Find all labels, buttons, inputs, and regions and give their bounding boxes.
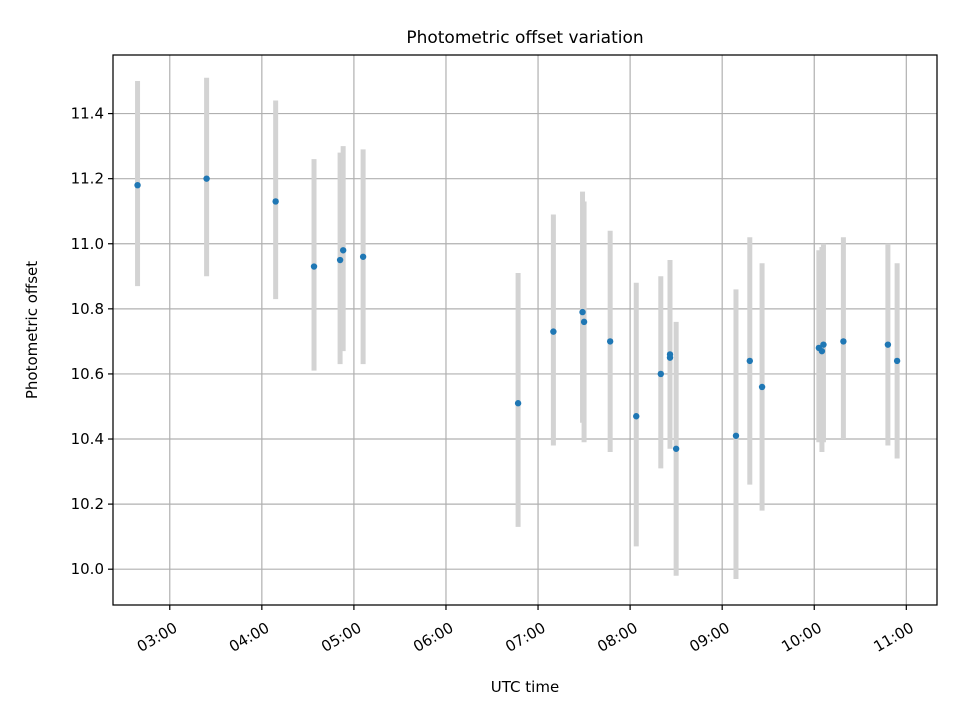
data-point xyxy=(359,253,367,260)
y-tick-label: 11.4 xyxy=(71,105,104,123)
data-point xyxy=(272,198,279,205)
data-point xyxy=(893,357,901,365)
data-point xyxy=(134,181,141,189)
data-point xyxy=(514,400,522,407)
data-point xyxy=(310,263,318,270)
data-point xyxy=(203,175,210,182)
data-point xyxy=(672,445,680,452)
grid-layer xyxy=(113,55,937,605)
data-point xyxy=(633,413,640,420)
data-point xyxy=(758,383,766,391)
data-point xyxy=(550,328,557,335)
y-tick-label: 10.4 xyxy=(71,430,104,448)
y-tick-label: 11.0 xyxy=(71,235,104,253)
data-point xyxy=(884,341,892,348)
chart-title: Photometric offset variation xyxy=(406,28,643,48)
y-tick-label: 10.8 xyxy=(71,300,104,318)
data-point xyxy=(606,338,614,345)
y-tick-label: 10.2 xyxy=(71,495,104,513)
data-point xyxy=(666,351,674,358)
data-point xyxy=(657,370,664,378)
x-axis-label: UTC time xyxy=(491,678,559,696)
data-point xyxy=(820,341,827,348)
data-point xyxy=(840,338,847,345)
data-point xyxy=(580,318,588,326)
y-tick-label: 10.0 xyxy=(71,560,104,578)
data-point xyxy=(336,256,344,264)
y-axis-label: Photometric offset xyxy=(23,261,41,399)
data-point xyxy=(818,347,826,355)
point-layer xyxy=(134,175,901,452)
plot-frame xyxy=(112,54,938,606)
y-tick-label: 11.2 xyxy=(71,170,104,188)
data-point xyxy=(732,432,740,439)
y-tick-label: 10.6 xyxy=(71,365,104,383)
data-point xyxy=(339,247,347,254)
data-point xyxy=(746,357,753,365)
data-point xyxy=(579,308,586,316)
